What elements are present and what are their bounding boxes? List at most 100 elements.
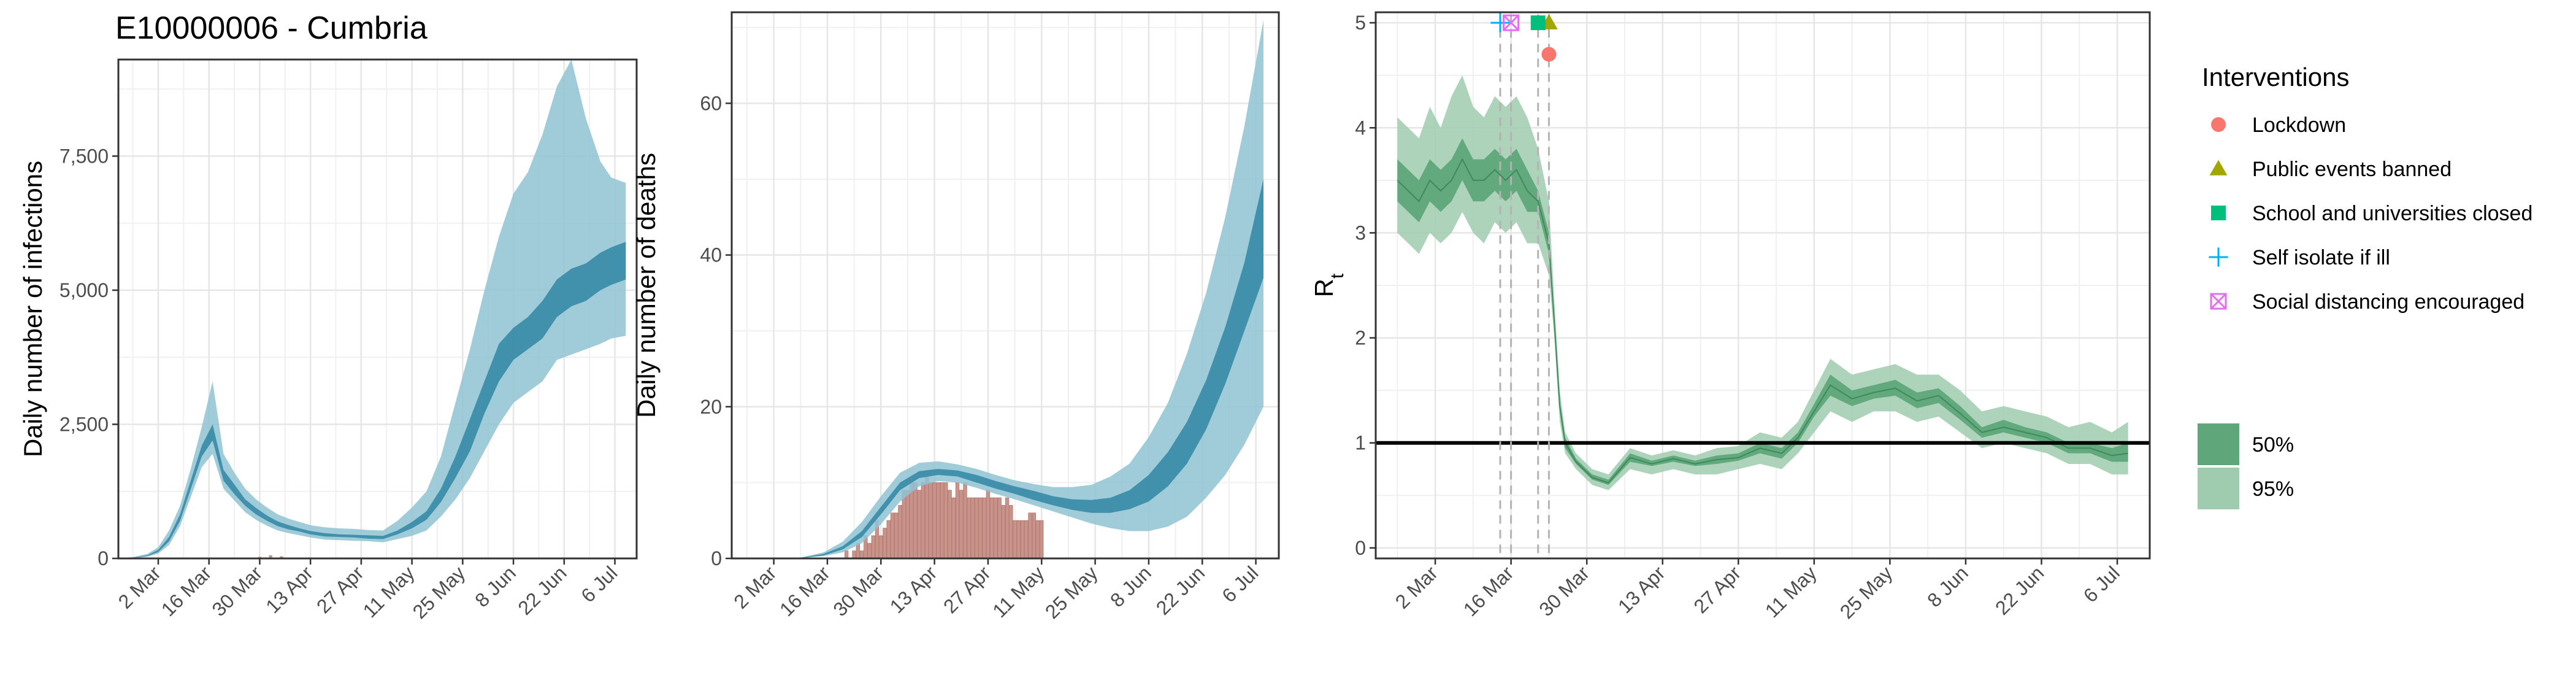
observed-bar	[867, 542, 872, 559]
y-tick-label: 1	[1355, 432, 1366, 454]
observed-bar	[948, 490, 952, 559]
legend-item-label: School and universities closed	[2252, 202, 2532, 225]
x-tick-label: 13 Apr	[1614, 561, 1669, 617]
observed-bar	[1005, 497, 1010, 559]
observed-bar	[986, 490, 991, 559]
x-tick-label: 30 Mar	[1535, 561, 1593, 620]
x-tick-label: 16 Mar	[775, 561, 834, 620]
social-distancing-encouraged-legend-key	[2210, 293, 2227, 310]
panel-border	[730, 11, 1280, 560]
y-tick-label: 7,500	[59, 145, 109, 167]
observed-bar	[886, 520, 891, 559]
y-tick-label: 4	[1355, 117, 1366, 139]
observed-bar	[1035, 520, 1040, 559]
school-and-universities-closed-legend-key	[2211, 206, 2226, 220]
observed-bar	[936, 482, 941, 559]
y-tick-label: 40	[700, 244, 722, 266]
y-tick-label: 0	[1355, 537, 1366, 559]
observed-bar	[1013, 520, 1017, 559]
x-tick-label: 25 May	[408, 561, 470, 623]
observed-bar	[883, 528, 887, 559]
y-axis-title: Daily number of infections	[18, 161, 47, 457]
observed-bar	[890, 512, 895, 559]
observed-bar	[871, 535, 876, 559]
observed-bar	[1009, 505, 1013, 559]
observed-bar	[967, 497, 971, 559]
x-tick-label: 27 Apr	[312, 561, 368, 617]
y-axis-title: Rt	[1309, 273, 1347, 297]
x-tick-label: 27 Apr	[1689, 561, 1745, 617]
x-tick-label: 30 Mar	[208, 561, 267, 620]
observed-bar	[959, 490, 964, 559]
panel-border	[1374, 11, 2151, 560]
observed-bar	[951, 497, 956, 559]
observed-bar	[1024, 520, 1029, 559]
observed-bar	[913, 482, 918, 559]
ci95-band	[118, 60, 626, 558]
y-tick-label: 0	[711, 547, 722, 569]
observed-bar	[879, 535, 883, 559]
x-tick-label: 8 Jun	[470, 561, 520, 611]
observed-bar	[929, 482, 933, 559]
legend-title: Interventions	[2202, 63, 2349, 91]
y-tick-label: 2,500	[59, 413, 109, 435]
observed-bar	[932, 482, 937, 559]
x-tick-label: 6 Jul	[2079, 561, 2124, 606]
observed-bar	[859, 550, 864, 559]
x-tick-label: 16 Mar	[157, 561, 216, 620]
x-tick-label: 30 Mar	[829, 561, 887, 620]
school-and-universities-closed-marker	[1530, 15, 1546, 31]
ci50-band	[118, 242, 626, 558]
legend-item-label: Lockdown	[2252, 114, 2346, 137]
band-legend-label: 50%	[2252, 433, 2294, 457]
panel-border	[117, 58, 638, 560]
observed-bar	[989, 497, 994, 559]
x-tick-label: 13 Apr	[886, 561, 941, 617]
legend-item-label: Social distancing encouraged	[2252, 290, 2524, 314]
social-distancing-encouraged-marker	[1503, 14, 1520, 31]
x-tick-label: 13 Apr	[261, 561, 317, 617]
y-axis-title-text: R	[1309, 279, 1338, 297]
ci50-band	[1397, 138, 2128, 485]
observed-bar	[1001, 505, 1006, 559]
figure-title: E10000006 - Cumbria	[115, 10, 427, 46]
band-legend-key-95pct	[2198, 468, 2239, 509]
observed-bar	[1032, 512, 1036, 559]
observed-bar	[1020, 520, 1025, 559]
legend-item-label: Self isolate if ill	[2252, 246, 2390, 269]
observed-bar	[917, 490, 921, 559]
lockdown-legend-key	[2211, 117, 2226, 132]
observed-bar	[970, 497, 975, 559]
rt-panel: 0 1 2 3 4 5 2 Mar 16 Mar 30 Mar 13 Apr 27 Apr 11 Ma…	[1309, 11, 2151, 623]
y-tick-label: 60	[700, 92, 722, 114]
self-isolate-if-ill-marker	[1490, 13, 1510, 33]
observed-bar	[940, 482, 945, 559]
grid	[732, 12, 1279, 560]
legend: Interventions Lockdown Public events bann…	[2198, 63, 2532, 509]
y-tick-label: 3	[1355, 222, 1366, 244]
self-isolate-if-ill-legend-key	[2209, 247, 2228, 267]
x-tick-label: 27 Apr	[939, 561, 995, 617]
y-tick-label: 0	[98, 547, 109, 569]
x-tick-label: 16 Mar	[1459, 561, 1518, 620]
y-tick-label: 20	[700, 396, 722, 418]
y-axis-title: Daily number of deaths	[632, 153, 661, 418]
observed-bar	[982, 497, 986, 559]
x-tick-label: 11 May	[1761, 561, 1821, 622]
observed-bars	[844, 474, 1044, 559]
x-tick-label: 8 Jun	[1923, 561, 1972, 611]
observed-bar	[944, 482, 948, 559]
observed-bar	[955, 482, 960, 559]
observed-bar	[902, 490, 906, 559]
x-tick-label: 6 Jul	[1217, 561, 1262, 606]
observed-bar	[844, 550, 849, 559]
x-tick-label: 25 May	[1041, 561, 1102, 623]
y-tick-label: 2	[1355, 327, 1366, 349]
x-tick-label: 11 May	[988, 561, 1048, 622]
x-tick-label: 8 Jun	[1106, 561, 1156, 611]
ci95-band	[1397, 75, 2128, 490]
lockdown-marker	[1541, 47, 1557, 62]
